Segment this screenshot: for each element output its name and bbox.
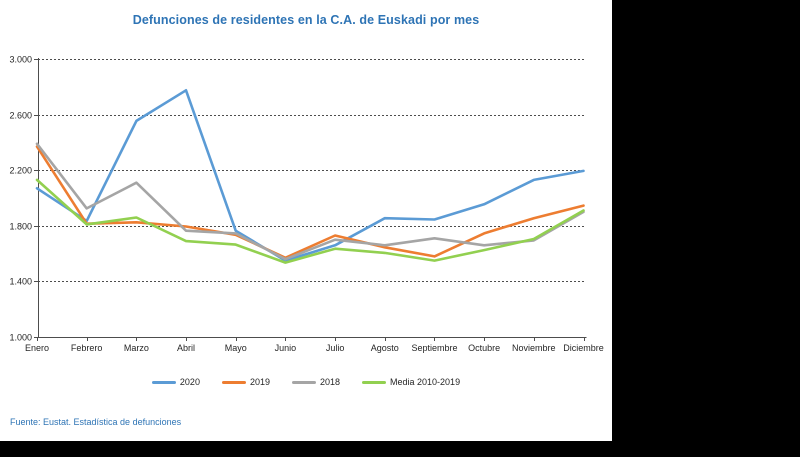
report-panel: Defunciones de residentes en la C.A. de …: [0, 0, 612, 441]
y-axis-tick-label: 2.600: [9, 111, 32, 121]
source-note: Fuente: Eustat. Estadística de defuncion…: [10, 417, 182, 427]
x-axis-month-label: Octubre: [468, 343, 500, 353]
x-axis-month-label: Julio: [326, 343, 345, 353]
chart-title: Defunciones de residentes en la C.A. de …: [132, 13, 480, 27]
x-axis-month-label: Febrero: [71, 343, 103, 353]
x-axis-month-label: Agosto: [371, 343, 399, 353]
y-axis-tick-label: 1.400: [9, 277, 32, 287]
y-axis-tick-label: 1.000: [9, 333, 32, 343]
legend-color-chip: [151, 380, 176, 384]
series-line-2019: [35, 145, 585, 260]
x-axis-month-label: Marzo: [124, 343, 149, 353]
series-line-media-2010-2019: [35, 178, 585, 264]
legend-label: 2019: [249, 377, 270, 387]
legend-item-2019: 2019: [221, 377, 270, 387]
x-axis-month-label: Mayo: [225, 343, 247, 353]
legend-item-media-2010-2019: Media 2010-2019: [362, 377, 460, 387]
x-axis-month-label: Junio: [275, 343, 297, 353]
x-axis-month-label: Noviembre: [512, 343, 556, 353]
legend-item-2018: 2018: [291, 377, 341, 387]
chart-legend: 2020 2019 2018 Media 2010-2019: [0, 377, 612, 387]
y-axis-tick-label: 3.000: [9, 55, 32, 65]
y-axis-tick-label: 1.800: [9, 222, 32, 232]
y-axis-tick-label: 2.200: [9, 166, 32, 176]
series-line-2018: [35, 142, 585, 261]
legend-item-2020: 2020: [151, 377, 200, 387]
x-axis-month-label: Enero: [25, 343, 49, 353]
legend-color-chip: [221, 380, 246, 384]
legend-label: Media 2010-2019: [390, 377, 461, 387]
legend-color-chip: [362, 380, 387, 384]
x-axis-month-label: Septiembre: [411, 343, 457, 353]
legend-label: 2018: [319, 377, 341, 387]
series-line-2020: [35, 88, 585, 262]
legend-label: 2020: [179, 377, 200, 387]
x-axis-month-label: Diciembre: [563, 343, 604, 353]
legend-color-chip: [291, 380, 316, 384]
x-axis-month-label: Abril: [177, 343, 195, 353]
